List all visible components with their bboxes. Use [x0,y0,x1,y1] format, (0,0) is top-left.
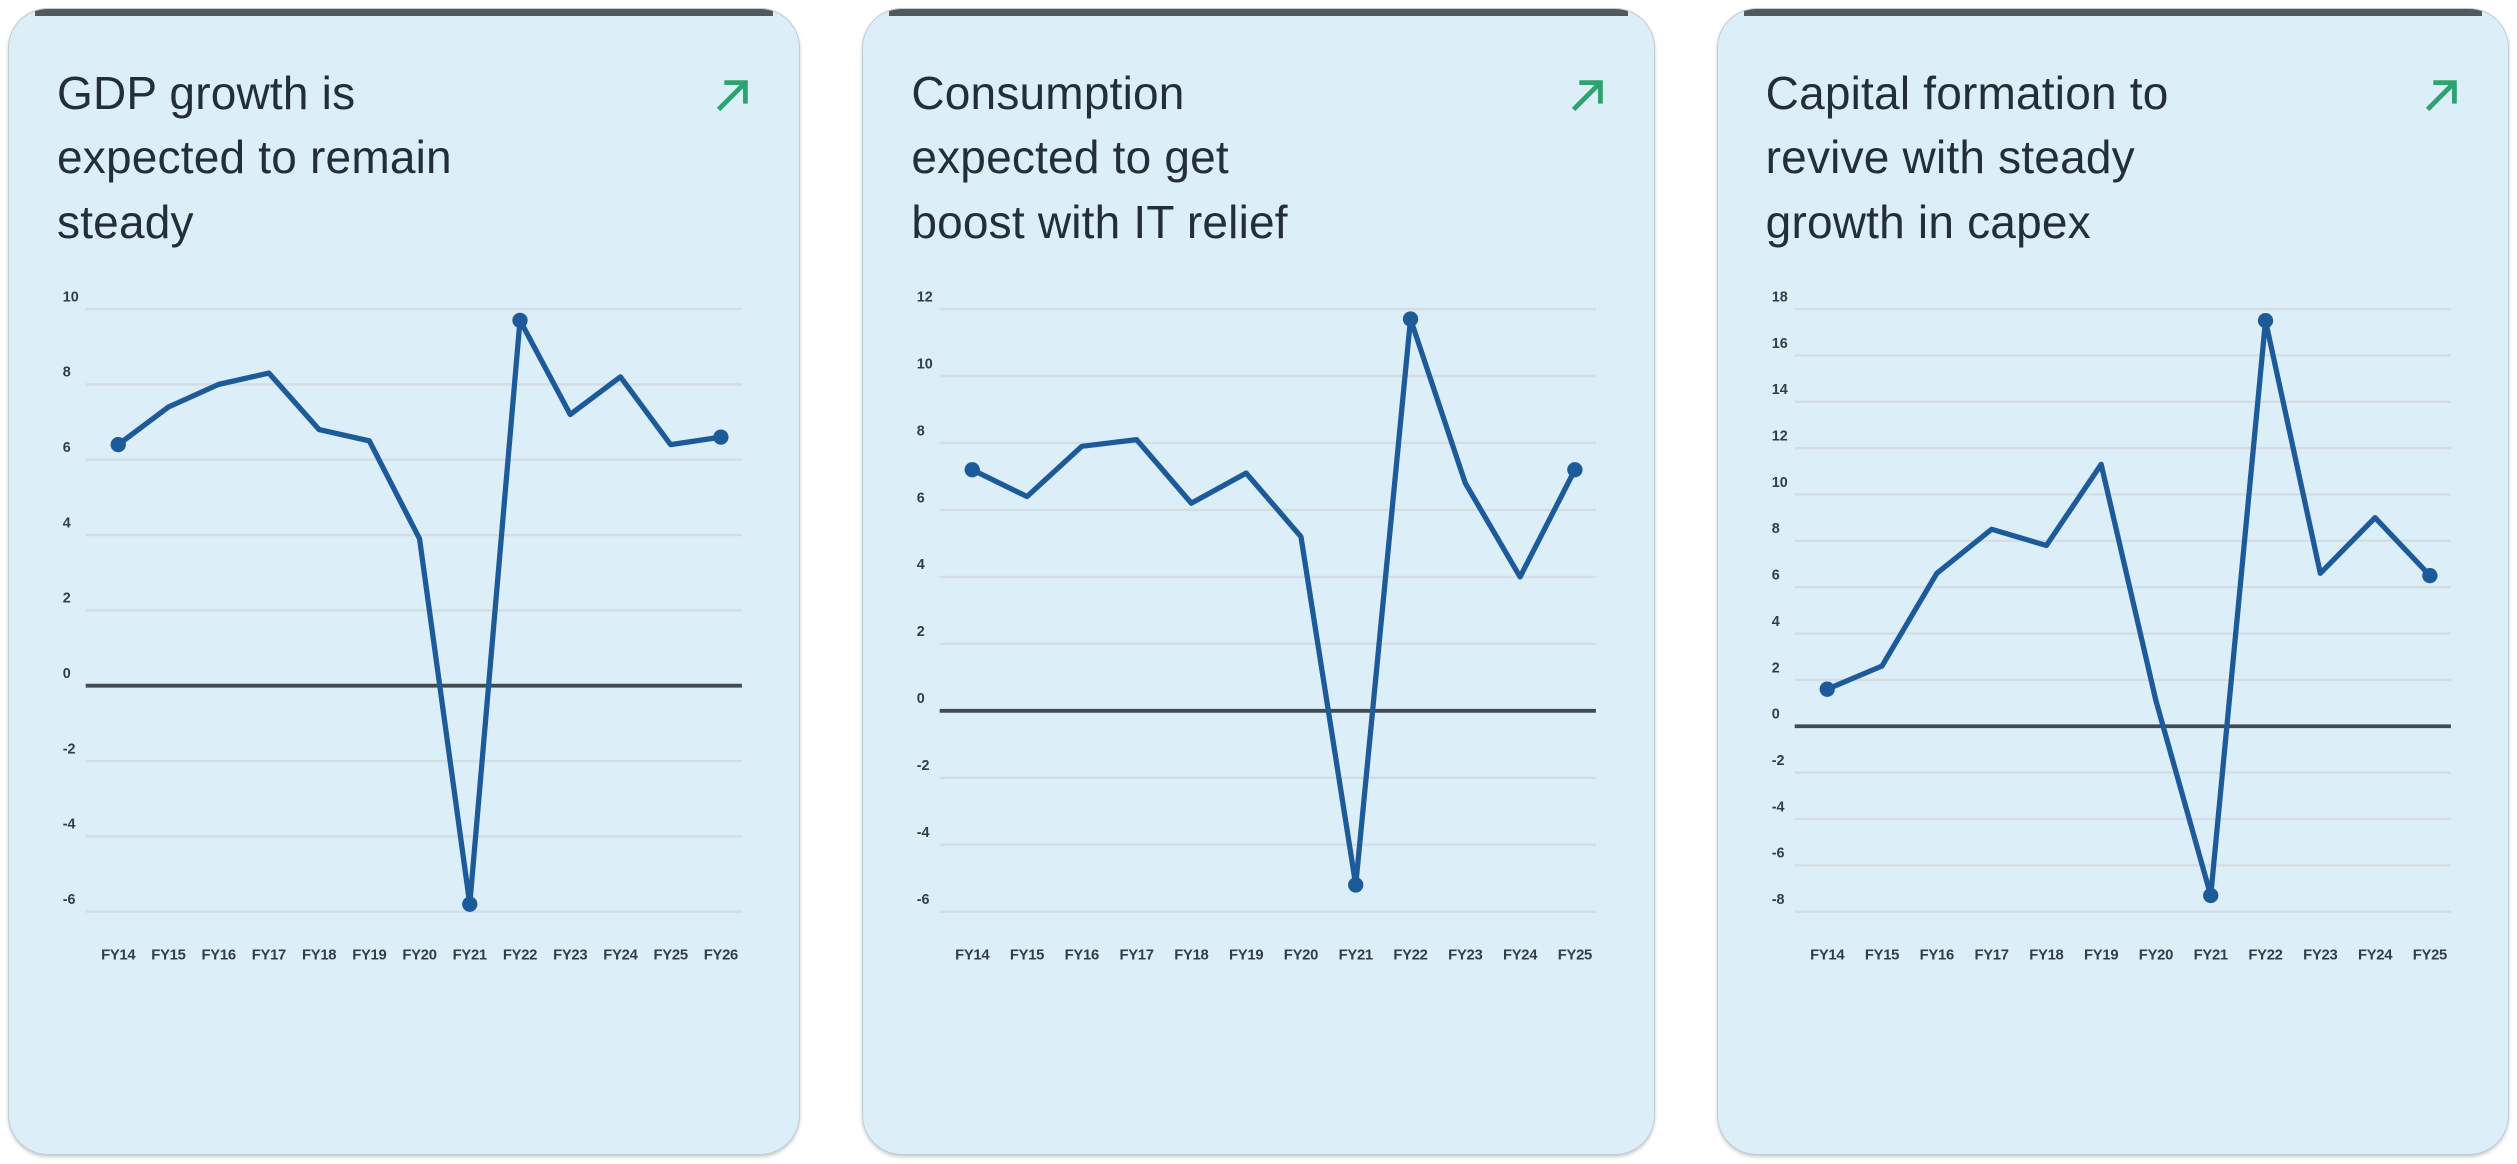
capex-chart: 18 16 14 12 10 8 6 4 2 0 -2 -4 -6 -8 FY14 FY15 FY16 FY17 F… [1766,288,2464,998]
svg-text:-4: -4 [917,825,930,841]
card-top-edge [889,9,1628,16]
svg-text:FY16: FY16 [1065,948,1099,964]
svg-text:FY23: FY23 [553,948,587,964]
svg-text:FY24: FY24 [1503,948,1538,964]
svg-text:FY22: FY22 [1394,948,1428,964]
svg-text:10: 10 [63,290,79,306]
svg-text:4: 4 [1771,614,1779,630]
svg-text:8: 8 [63,365,71,381]
svg-text:10: 10 [917,357,933,373]
svg-text:FY19: FY19 [1229,948,1263,964]
svg-text:FY18: FY18 [2029,948,2063,964]
svg-text:6: 6 [63,440,71,456]
card-title: Consumption expected to get boost with I… [911,67,1288,248]
svg-text:FY23: FY23 [1449,948,1483,964]
svg-text:16: 16 [1771,336,1787,352]
card-top-edge [35,9,774,16]
svg-text:14: 14 [1771,382,1787,398]
svg-text:6: 6 [1771,568,1779,584]
svg-text:-6: -6 [1771,846,1784,862]
consumption-chart: 12 10 8 6 4 2 0 -2 -4 -6 FY14 FY15 FY16 FY17 FY18 FY19 F… [911,288,1609,998]
svg-text:FY26: FY26 [704,948,738,964]
svg-text:FY17: FY17 [1974,948,2008,964]
svg-text:FY17: FY17 [252,948,286,964]
svg-text:FY25: FY25 [654,948,688,964]
svg-text:-8: -8 [1771,892,1784,908]
svg-text:0: 0 [1771,707,1779,723]
svg-text:FY14: FY14 [1810,948,1845,964]
card-title: Capital formation to revive with steady … [1765,67,2169,248]
svg-text:FY25: FY25 [2412,948,2446,964]
svg-text:0: 0 [917,691,925,707]
svg-text:-2: -2 [1771,753,1784,769]
svg-text:FY22: FY22 [503,948,537,964]
svg-text:8: 8 [1771,521,1779,537]
svg-text:FY25: FY25 [1558,948,1592,964]
svg-text:FY17: FY17 [1120,948,1154,964]
svg-text:-6: -6 [917,892,930,908]
svg-text:FY23: FY23 [2303,948,2337,964]
svg-text:FY15: FY15 [151,948,185,964]
card-capital-formation[interactable]: Capital formation to revive with steady … [1716,8,2509,1155]
svg-text:FY19: FY19 [352,948,386,964]
svg-text:FY24: FY24 [603,948,638,964]
svg-text:-4: -4 [63,817,76,833]
svg-text:FY21: FY21 [453,948,487,964]
svg-text:FY22: FY22 [2248,948,2282,964]
svg-text:6: 6 [917,490,925,506]
svg-text:-6: -6 [63,892,76,908]
card-header: Capital formation to revive with steady … [1766,61,2464,254]
svg-text:-2: -2 [63,742,76,758]
svg-text:4: 4 [63,516,71,532]
svg-text:4: 4 [917,557,925,573]
svg-text:FY18: FY18 [302,948,336,964]
svg-text:12: 12 [917,290,933,306]
svg-text:0: 0 [63,666,71,682]
card-top-edge [1743,9,2482,16]
card-consumption[interactable]: Consumption expected to get boost with I… [862,8,1655,1155]
arrow-up-right-icon[interactable] [709,73,755,119]
svg-text:12: 12 [1771,429,1787,445]
svg-text:FY19: FY19 [2084,948,2118,964]
gdp-growth-chart: 10 8 6 4 2 0 -2 -4 -6 FY14 FY15 FY16 FY17 FY18 FY19 FY2… [57,288,755,998]
card-header: Consumption expected to get boost with I… [911,61,1609,254]
svg-text:FY16: FY16 [1919,948,1953,964]
svg-text:2: 2 [917,624,925,640]
svg-text:2: 2 [1771,660,1779,676]
svg-text:FY15: FY15 [1010,948,1044,964]
svg-text:FY16: FY16 [202,948,236,964]
card-header: GDP growth is expected to remain steady [57,61,755,254]
svg-text:10: 10 [1771,475,1787,491]
svg-text:FY20: FY20 [1284,948,1318,964]
svg-text:FY20: FY20 [402,948,436,964]
svg-text:FY24: FY24 [2358,948,2393,964]
svg-text:18: 18 [1771,290,1787,306]
arrow-up-right-icon[interactable] [2418,73,2464,119]
card-gdp-growth[interactable]: GDP growth is expected to remain steady … [8,8,801,1155]
svg-text:8: 8 [917,423,925,439]
svg-text:FY21: FY21 [2193,948,2227,964]
arrow-up-right-icon[interactable] [1564,73,1610,119]
svg-text:FY18: FY18 [1175,948,1209,964]
svg-text:-2: -2 [917,758,930,774]
svg-text:FY21: FY21 [1339,948,1373,964]
card-title: GDP growth is expected to remain steady [57,67,452,248]
svg-text:-4: -4 [1771,800,1784,816]
svg-text:FY14: FY14 [101,948,136,964]
svg-text:FY15: FY15 [1865,948,1899,964]
svg-text:FY14: FY14 [955,948,990,964]
svg-text:2: 2 [63,591,71,607]
svg-text:FY20: FY20 [2138,948,2172,964]
